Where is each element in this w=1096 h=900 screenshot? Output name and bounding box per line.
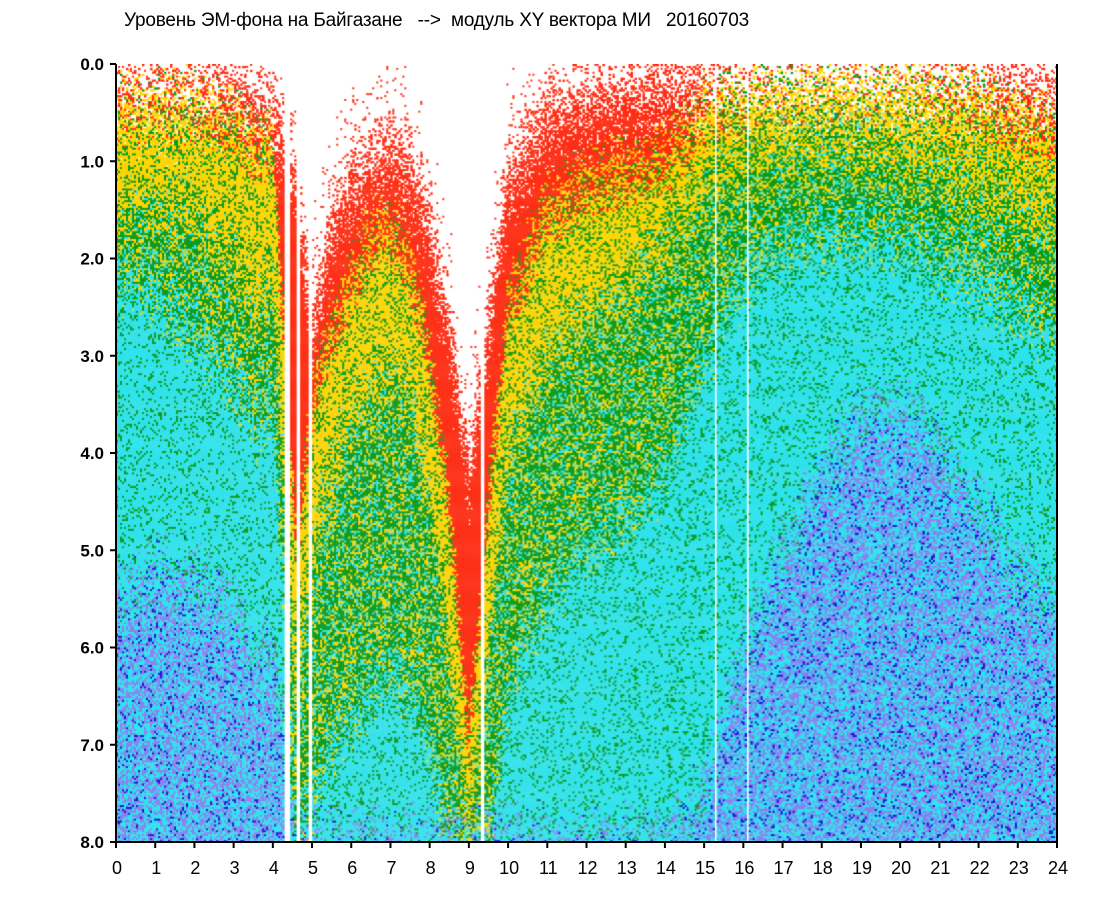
x-tick-label: 5 (308, 858, 318, 878)
x-tick-label: 1 (151, 858, 161, 878)
x-tick-label: 11 (539, 858, 558, 878)
y-tick-label: 4.0 (80, 444, 104, 463)
x-tick-label: 14 (656, 858, 676, 878)
heatmap-image (116, 64, 1057, 842)
x-tick-label: 23 (1009, 858, 1029, 878)
x-tick-label: 21 (930, 858, 950, 878)
x-tick-label: 4 (269, 858, 279, 878)
x-tick-label: 0 (112, 858, 122, 878)
x-tick-label: 7 (386, 858, 396, 878)
y-tick-label: 3.0 (80, 347, 104, 366)
y-tick-label: 8.0 (80, 833, 104, 852)
x-tick-label: 17 (774, 858, 794, 878)
y-axis-ticks: 0.0 1.0 2.0 3.0 4.0 5.0 6.0 7.0 8.0 (80, 55, 116, 852)
y-tick-label: 5.0 (80, 541, 104, 560)
x-tick-label: 10 (499, 858, 519, 878)
chart-title: Уровень ЭМ-фона на Байгазане --> модуль … (124, 10, 749, 31)
x-tick-label: 20 (891, 858, 911, 878)
y-tick-label: 6.0 (80, 639, 104, 658)
x-tick-label: 13 (617, 858, 637, 878)
x-tick-label: 19 (852, 858, 872, 878)
y-tick-label: 2.0 (80, 250, 104, 269)
y-tick-label: 0.0 (80, 55, 104, 74)
x-tick-label: 9 (465, 858, 475, 878)
x-axis-ticks: 0 1 2 3 4 5 6 7 8 9 10 11 12 13 14 15 16 17 18 19 20 21 22 23 24 (112, 842, 1068, 878)
x-tick-label: 2 (190, 858, 200, 878)
x-tick-label: 15 (695, 858, 715, 878)
y-tick-label: 1.0 (80, 152, 104, 171)
x-tick-label: 12 (577, 858, 597, 878)
x-tick-label: 22 (970, 858, 990, 878)
y-tick-label: 7.0 (80, 736, 104, 755)
x-tick-label: 8 (426, 858, 436, 878)
x-tick-label: 16 (734, 858, 754, 878)
x-tick-label: 24 (1048, 858, 1068, 878)
x-tick-label: 3 (230, 858, 240, 878)
x-tick-label: 18 (813, 858, 833, 878)
heatmap-plot (116, 64, 1057, 842)
x-tick-label: 6 (347, 858, 357, 878)
